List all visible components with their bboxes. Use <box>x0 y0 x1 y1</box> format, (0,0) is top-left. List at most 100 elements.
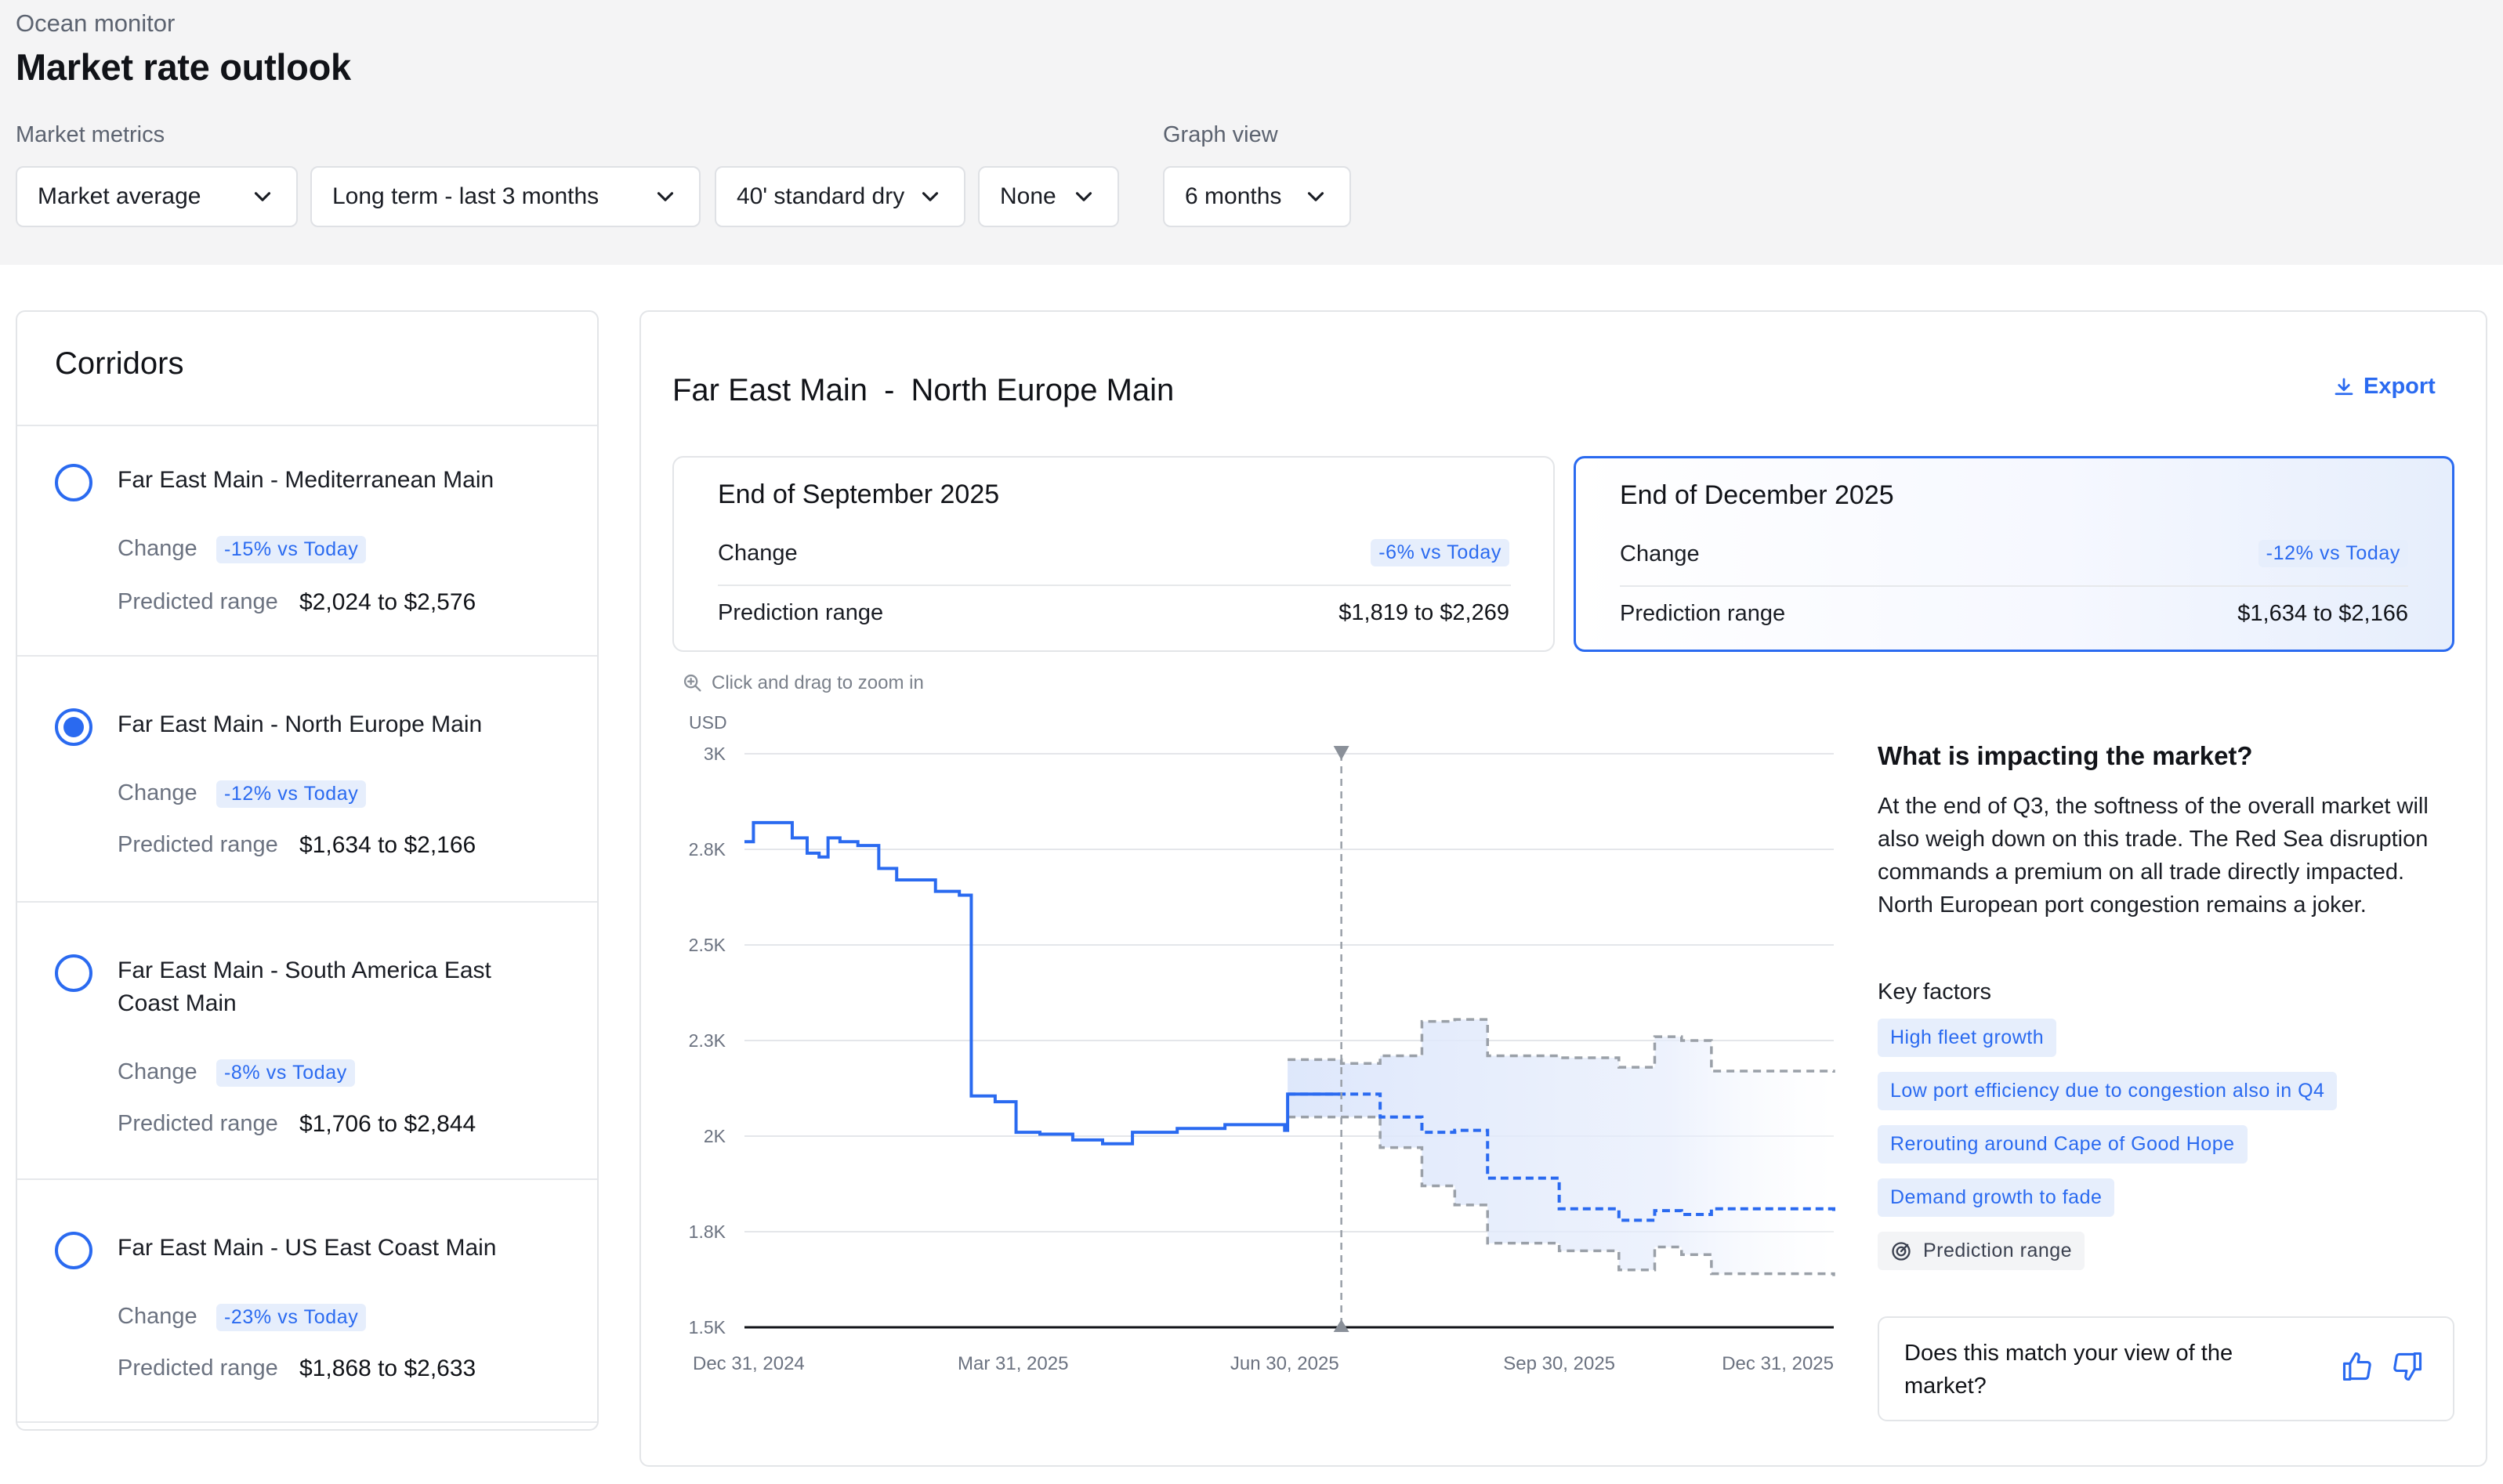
divider <box>1620 585 2408 587</box>
y-tick-label: 2.5K <box>689 935 726 955</box>
forecast-card-december[interactable]: End of December 2025 Change -12% vs Toda… <box>1574 456 2454 652</box>
change-label: Change <box>118 780 197 805</box>
corridor-radio[interactable] <box>55 954 92 992</box>
corridor-name: Far East Main - South America East Coast… <box>118 957 491 1016</box>
feedback-question: Does this match your view of the market? <box>1904 1341 2233 1399</box>
range-label: Predicted range <box>118 589 278 614</box>
x-tick-label: Dec 31, 2024 <box>693 1353 805 1374</box>
corridor-item[interactable]: Far East Main - South America East Coast… <box>17 903 597 1178</box>
range-label: Predicted range <box>118 832 278 857</box>
corridor-radio-selected[interactable] <box>55 708 92 746</box>
corridor-item[interactable]: Far East Main - Mediterranean Main Chang… <box>17 426 597 655</box>
forecast-line <box>1288 1092 1835 1222</box>
zoom-hint: Click and drag to zoom in <box>682 672 924 694</box>
range-value: $1,819 to $2,269 <box>1338 600 1509 625</box>
change-badge: -23% vs Today <box>216 1304 367 1331</box>
range-label: Prediction range <box>718 600 884 625</box>
corridor-radio[interactable] <box>55 464 92 501</box>
chevron-down-icon <box>922 192 939 201</box>
target-icon <box>1892 1241 1911 1261</box>
graph-view-label: Graph view <box>1163 122 1278 147</box>
corridor-radio[interactable] <box>55 1232 92 1269</box>
change-label: Change <box>118 1304 197 1329</box>
today-marker-top <box>1333 746 1349 760</box>
key-factor-chip: Rerouting around Cape of Good Hope <box>1878 1125 2248 1164</box>
term-dropdown[interactable]: Long term - last 3 months <box>310 166 701 227</box>
change-badge: -8% vs Today <box>216 1059 355 1087</box>
range-value: $1,868 to $2,633 <box>299 1356 476 1381</box>
divider <box>17 655 597 657</box>
y-axis-label: USD <box>689 712 727 733</box>
range-label: Prediction range <box>1620 601 1786 626</box>
divider <box>17 1421 597 1423</box>
impact-description: At the end of Q3, the softness of the ov… <box>1878 794 2429 918</box>
x-tick-label: Sep 30, 2025 <box>1503 1353 1615 1374</box>
origin-label: Far East Main <box>672 373 868 407</box>
prediction-band <box>1288 1019 1834 1276</box>
change-badge: -15% vs Today <box>216 536 367 563</box>
zoom-in-icon <box>683 674 701 692</box>
corridor-name: Far East Main - Mediterranean Main <box>118 467 494 493</box>
band-upper-bound <box>1288 1018 1835 1073</box>
change-badge: -6% vs Today <box>1371 539 1509 566</box>
impact-title: What is impacting the market? <box>1878 741 2253 770</box>
thumbs-up-icon[interactable] <box>2340 1349 2374 1384</box>
change-label: Change <box>1620 541 1700 566</box>
divider <box>17 1178 597 1180</box>
market-metrics-label: Market metrics <box>16 122 165 147</box>
dropdown-value: Long term - last 3 months <box>332 183 599 209</box>
market-average-dropdown[interactable]: Market average <box>16 166 298 227</box>
download-icon <box>2335 378 2353 395</box>
container-type-dropdown[interactable]: 40' standard dry <box>715 166 965 227</box>
corridor-name: Far East Main - North Europe Main <box>118 711 483 737</box>
title-separator: - <box>884 373 895 407</box>
chevron-down-icon <box>657 192 674 201</box>
y-tick-label: 3K <box>704 744 726 764</box>
x-tick-label: Mar 31, 2025 <box>958 1353 1068 1374</box>
card-title: End of September 2025 <box>718 480 1000 509</box>
thumbs-down-icon[interactable] <box>2390 1349 2425 1384</box>
destination-label: North Europe Main <box>911 373 1175 407</box>
range-label: Predicted range <box>118 1356 278 1381</box>
breadcrumb[interactable]: Ocean monitor <box>16 9 176 37</box>
range-value: $1,706 to $2,844 <box>299 1111 476 1137</box>
x-tick-label: Dec 31, 2025 <box>1722 1353 1834 1374</box>
key-factor-chip: High fleet growth <box>1878 1019 2057 1057</box>
dropdown-value: 40' standard dry <box>737 183 905 209</box>
y-tick-label: 2.8K <box>689 839 726 860</box>
corridor-item[interactable]: Far East Main - North Europe Main Change… <box>17 657 597 901</box>
range-label: Predicted range <box>118 1111 278 1136</box>
key-factor-chip: Low port efficiency due to congestion al… <box>1878 1072 2338 1110</box>
range-value: $2,024 to $2,576 <box>299 589 476 615</box>
change-label: Change <box>118 536 197 561</box>
comparison-dropdown[interactable]: None <box>978 166 1119 227</box>
forecast-card-september[interactable]: End of September 2025 Change -6% vs Toda… <box>672 456 1555 652</box>
range-value: $1,634 to $2,166 <box>2237 601 2408 626</box>
change-badge: -12% vs Today <box>216 780 367 808</box>
x-tick-label: Jun 30, 2025 <box>1230 1353 1339 1374</box>
export-label: Export <box>2364 374 2436 399</box>
chevron-down-icon <box>1075 192 1092 201</box>
range-value: $1,634 to $2,166 <box>299 832 476 858</box>
chevron-down-icon <box>254 192 271 201</box>
corridor-chart-title: Far East Main - North Europe Main <box>672 373 1174 408</box>
dropdown-value: Market average <box>38 183 201 209</box>
corridors-panel <box>16 310 599 1431</box>
dropdown-value: 6 months <box>1185 183 1282 209</box>
prediction-range-legend[interactable]: Prediction range <box>1878 1232 2085 1270</box>
corridor-item[interactable]: Far East Main - US East Coast Main Chang… <box>17 1180 597 1421</box>
change-badge: -12% vs Today <box>2258 540 2408 567</box>
graph-view-dropdown[interactable]: 6 months <box>1163 166 1351 227</box>
card-title: End of December 2025 <box>1620 480 1894 510</box>
y-tick-label: 1.8K <box>689 1222 726 1242</box>
y-tick-label: 2.3K <box>689 1030 726 1051</box>
change-label: Change <box>718 541 798 566</box>
today-marker-bottom <box>1333 1319 1349 1332</box>
dropdown-value: None <box>1000 183 1056 209</box>
feedback-box <box>1878 1316 2454 1421</box>
change-label: Change <box>118 1059 197 1084</box>
chevron-down-icon <box>1307 192 1324 201</box>
export-button[interactable]: Export <box>2332 374 2436 400</box>
corridors-title: Corridors <box>55 346 184 381</box>
